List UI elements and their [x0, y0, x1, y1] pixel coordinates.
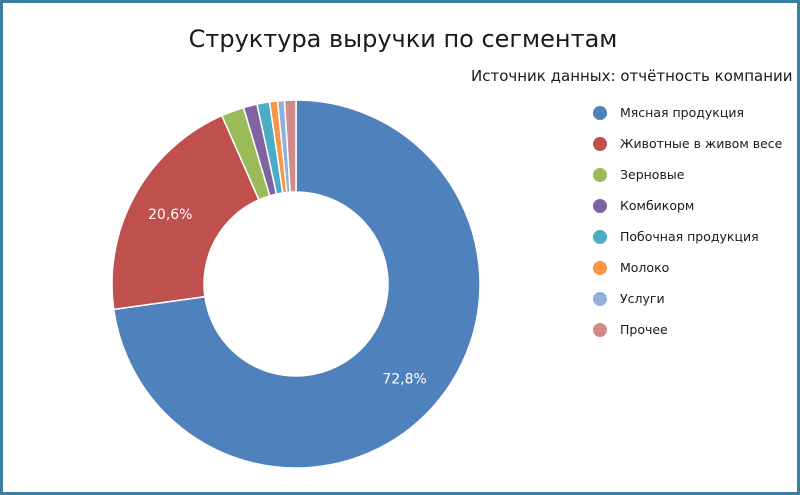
pie-slice-0	[112, 99, 481, 469]
legend-item-2: Зерновые	[593, 159, 782, 190]
legend-item-0: Мясная продукция	[593, 97, 782, 128]
legend-item-5: Молоко	[593, 252, 782, 283]
legend-swatch	[593, 291, 607, 306]
legend-swatch	[593, 260, 607, 275]
pie-slice-1	[111, 114, 260, 311]
legend-label: Мясная продукция	[620, 105, 744, 120]
legend-item-6: Услуги	[593, 283, 782, 314]
legend-label: Животные в живом весе	[620, 136, 783, 151]
legend-swatch	[593, 322, 607, 337]
legend-swatch	[593, 105, 607, 120]
legend-label: Услуги	[620, 291, 665, 306]
legend-item-4: Побочная продукция	[593, 221, 782, 252]
legend-item-3: Комбикорм	[593, 190, 782, 221]
legend-label: Молоко	[620, 260, 670, 275]
legend-label: Комбикорм	[620, 198, 695, 213]
legend-label: Прочее	[620, 322, 668, 337]
legend-swatch	[593, 229, 607, 244]
legend-item-7: Прочее	[593, 314, 782, 345]
chart-title: Структура выручки по сегментам	[188, 25, 618, 53]
legend-swatch	[593, 136, 607, 151]
legend-swatch	[593, 198, 607, 213]
slice-data-label-0: 72,8%	[382, 372, 426, 388]
legend-swatch	[593, 167, 607, 182]
chart-subtitle: Источник данных: отчётность компании	[471, 67, 793, 85]
legend-item-1: Животные в живом весе	[593, 128, 782, 159]
slice-data-label-1: 20,6%	[148, 207, 192, 223]
legend-label: Побочная продукция	[620, 229, 759, 244]
pie-slice-7	[283, 99, 297, 193]
legend-label: Зерновые	[620, 167, 685, 182]
chart-legend: Мясная продукция Животные в живом весе Зер…	[593, 97, 782, 345]
